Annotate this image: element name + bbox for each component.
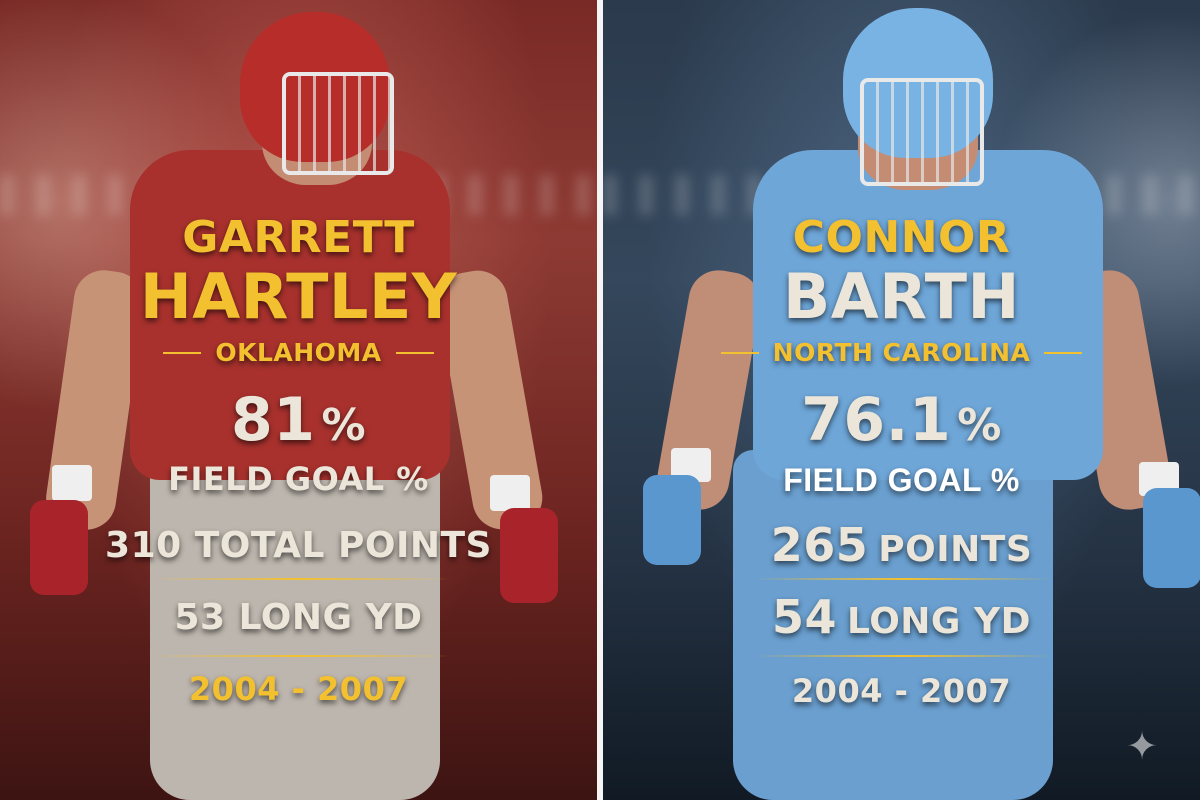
career-years: 2004 - 2007 — [791, 672, 1012, 710]
dash-decoration — [1044, 351, 1083, 354]
fg-pct-unit: % — [957, 400, 1002, 451]
school-name: OKLAHOMA — [0, 338, 597, 367]
career-years: 2004 - 2007 — [188, 670, 409, 708]
pants — [150, 450, 440, 800]
fg-pct-value: 76.1 — [801, 385, 952, 455]
field-goal-percentage: 76.1% — [603, 385, 1200, 455]
dash-decoration — [720, 351, 759, 354]
dash-decoration — [395, 351, 434, 354]
left-glove — [643, 475, 701, 565]
school-label: NORTH CAROLINA — [772, 338, 1031, 367]
player-last-name: BARTH — [783, 260, 1020, 333]
jersey — [753, 150, 1103, 480]
points-number: 265 — [770, 518, 869, 572]
field-goal-label: FIELD GOAL % — [168, 460, 429, 498]
wristband — [490, 475, 530, 511]
player-first-name: CONNOR — [792, 212, 1011, 263]
sparkle-icon: ✦ — [1126, 724, 1158, 768]
pants — [733, 450, 1053, 800]
total-points: 265 POINTS — [603, 518, 1200, 572]
divider-rule — [753, 578, 1053, 580]
left-glove — [30, 500, 88, 595]
right-glove — [500, 508, 558, 603]
dash-decoration — [163, 351, 202, 354]
facemask — [860, 78, 984, 186]
right-glove — [1143, 488, 1200, 588]
points-word: POINTS — [878, 529, 1033, 570]
school-name: NORTH CAROLINA — [603, 338, 1200, 367]
long-field-goal: 54 LONG YD — [603, 590, 1200, 644]
wristband — [52, 465, 92, 501]
divider-rule — [753, 655, 1053, 657]
fg-pct-unit: % — [321, 400, 367, 451]
long-field-goal: 53 LONG YD — [174, 597, 423, 638]
long-word: LONG YD — [847, 601, 1031, 642]
panel-divider — [597, 0, 603, 800]
total-points: 310 TOTAL POINTS — [105, 525, 492, 566]
field-goal-percentage: 81% — [0, 385, 597, 455]
divider-rule — [150, 655, 450, 657]
right-player-panel: CONNOR BARTH NORTH CAROLINA 76.1% FIELD … — [603, 0, 1200, 800]
field-goal-label: FIELD GOAL % — [783, 462, 1020, 498]
facemask — [282, 72, 394, 175]
player-first-name: GARRETT — [182, 212, 415, 263]
jersey — [130, 150, 450, 480]
long-number: 54 — [772, 590, 838, 644]
school-label: OKLAHOMA — [215, 338, 382, 367]
player-last-name: HARTLEY — [139, 260, 458, 333]
fg-pct-value: 81 — [230, 385, 316, 455]
divider-rule — [150, 578, 450, 580]
player-photo-hartley — [0, 0, 597, 800]
left-player-panel: GARRETT HARTLEY OKLAHOMA 81% FIELD GOAL … — [0, 0, 597, 800]
player-photo-barth — [603, 0, 1200, 800]
